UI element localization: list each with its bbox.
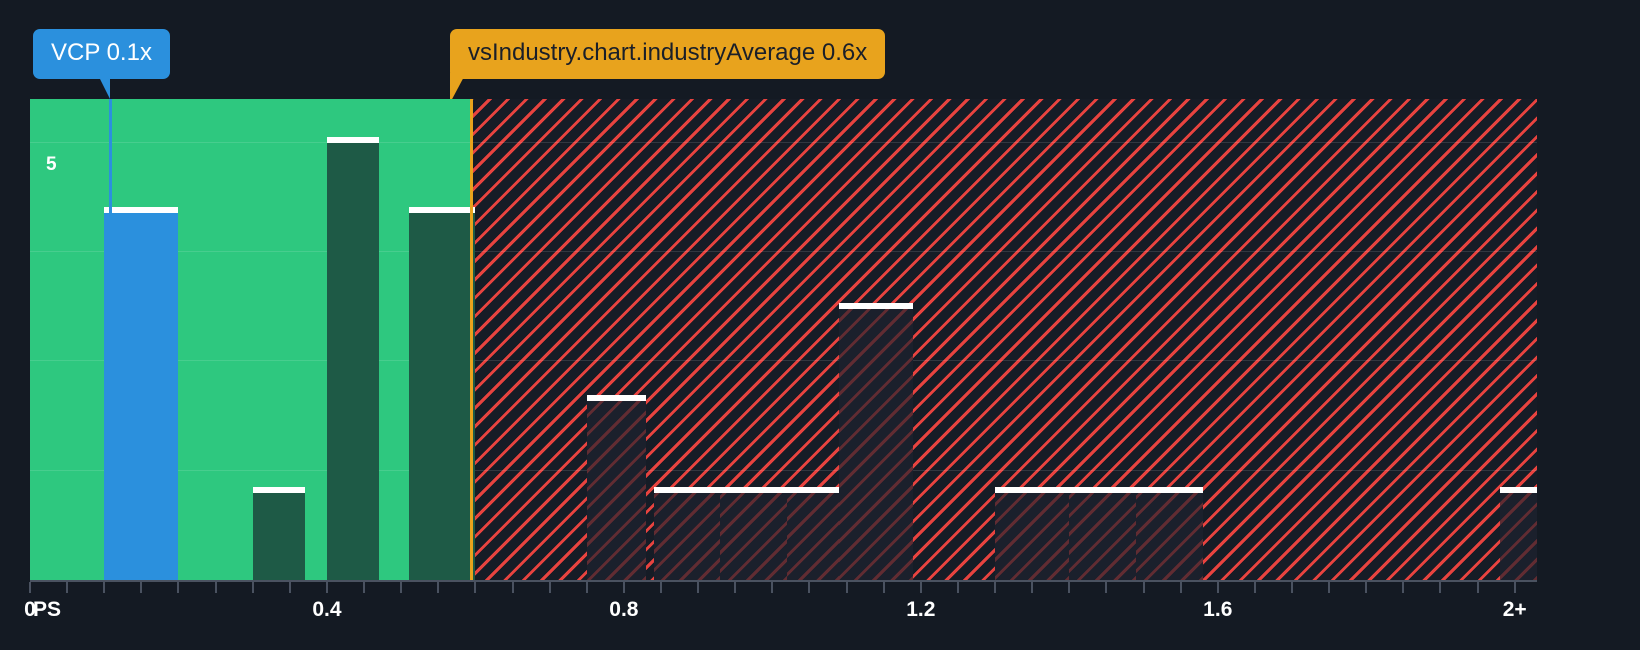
x-axis-tick	[845, 582, 848, 593]
x-axis-tick	[140, 582, 143, 593]
gridline	[30, 141, 1537, 143]
bar-cap	[326, 136, 379, 143]
x-axis-tick	[1439, 582, 1442, 593]
x-axis-tick	[1476, 582, 1479, 593]
bar-cap	[653, 486, 721, 493]
histogram-bar[interactable]	[1136, 486, 1203, 580]
gridline	[30, 251, 1537, 253]
histogram-bar[interactable]	[839, 302, 914, 580]
industry-average-tooltip-tail	[449, 73, 466, 103]
plot-area	[30, 99, 1537, 580]
x-axis-tick	[994, 582, 997, 593]
bar-cap	[586, 394, 647, 401]
x-axis-tick	[808, 582, 811, 593]
x-axis-tick	[660, 582, 662, 593]
x-axis-tick	[29, 582, 31, 593]
histogram-bar[interactable]	[408, 206, 476, 580]
x-axis-tick	[1216, 582, 1219, 593]
company-marker-line[interactable]	[109, 99, 113, 580]
x-axis-tick	[1365, 582, 1368, 593]
x-axis-label: 0.4	[312, 598, 342, 621]
x-axis-tick	[1513, 582, 1516, 593]
x-axis-tick	[734, 582, 737, 593]
x-axis-tick	[1068, 582, 1071, 593]
x-axis-tick	[1105, 582, 1108, 593]
x-axis-label: 0.8	[609, 598, 639, 621]
x-axis-tick	[548, 582, 551, 593]
bar-cap	[1069, 486, 1137, 493]
x-axis-tick	[1402, 582, 1405, 593]
histogram-bar[interactable]	[787, 486, 840, 580]
x-axis-tick	[400, 582, 403, 593]
company-marker-tooltip[interactable]: VCP 0.1x	[33, 29, 170, 79]
bar-cap	[104, 206, 179, 213]
histogram-bar[interactable]	[720, 486, 788, 580]
histogram-bar[interactable]	[104, 206, 179, 580]
company-marker-tooltip-label: VCP 0.1x	[51, 39, 152, 66]
bar-cap	[1499, 486, 1537, 493]
bar-cap	[408, 206, 476, 213]
x-axis-tick	[103, 582, 106, 593]
histogram-bar[interactable]	[995, 486, 1070, 580]
gridline	[30, 469, 1537, 471]
undervalued-zone	[30, 99, 471, 580]
x-axis-tick	[622, 582, 625, 593]
x-axis-tick	[437, 582, 440, 593]
industry-average-marker-line[interactable]	[469, 99, 473, 580]
x-axis-tick	[919, 582, 922, 593]
company-marker-tooltip-tail	[97, 73, 111, 99]
bar-cap	[1136, 486, 1203, 493]
x-axis-tick	[697, 582, 700, 593]
bar-cap	[839, 302, 914, 309]
x-axis-tick	[511, 582, 514, 593]
histogram-bar[interactable]	[326, 136, 379, 580]
x-axis-tick	[363, 582, 366, 593]
x-axis-tick	[474, 582, 477, 593]
x-axis-tick	[251, 582, 254, 593]
histogram-bar[interactable]	[653, 486, 721, 580]
x-axis-tick	[1031, 582, 1034, 593]
bar-cap	[787, 486, 840, 493]
x-axis-tick	[1253, 582, 1256, 593]
bar-cap	[720, 486, 788, 493]
x-axis-tick	[325, 582, 328, 593]
industry-average-tooltip-label: vsIndustry.chart.industryAverage 0.6x	[467, 39, 868, 66]
x-axis-tick	[288, 582, 291, 593]
gridline	[30, 360, 1537, 362]
x-axis-line	[30, 580, 1537, 582]
x-axis-tick	[956, 582, 959, 593]
x-axis-tick	[771, 582, 774, 593]
x-axis-label: 1.6	[1203, 598, 1233, 621]
x-axis-tick	[66, 582, 69, 593]
histogram-bar[interactable]	[1069, 486, 1137, 580]
x-axis-tick	[1179, 582, 1182, 593]
x-axis-label: 2+	[1502, 598, 1527, 621]
y-tick-label-5: 5	[46, 153, 57, 175]
x-axis-tick	[1142, 582, 1145, 593]
histogram-bar[interactable]	[252, 486, 305, 580]
x-axis-tick	[214, 582, 217, 593]
x-axis-tick	[882, 582, 885, 593]
x-axis-prefix-label: PS	[33, 598, 62, 621]
x-axis-tick	[177, 582, 180, 593]
industry-average-tooltip[interactable]: vsIndustry.chart.industryAverage 0.6x	[449, 29, 886, 79]
bar-cap	[995, 486, 1070, 493]
bar-cap	[252, 486, 305, 493]
x-axis-tick	[585, 582, 588, 593]
histogram-bar[interactable]	[1499, 486, 1537, 580]
x-axis-label: 1.2	[906, 598, 936, 621]
histogram-bar[interactable]	[586, 394, 647, 580]
x-axis-tick	[1328, 582, 1331, 593]
x-axis-label: 0	[24, 598, 36, 621]
x-axis-tick	[1291, 582, 1294, 593]
